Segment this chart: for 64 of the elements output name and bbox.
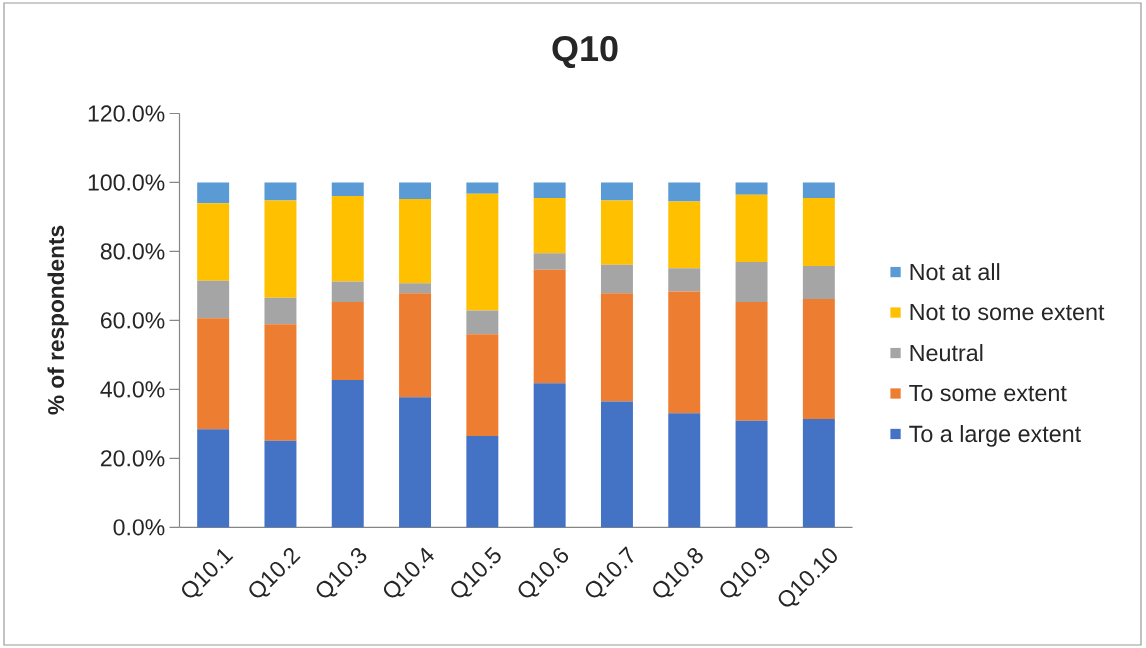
bar [600,264,633,294]
bar [264,324,297,441]
y-tick-label: 80.0% [100,243,165,260]
bar [802,265,835,300]
bar [331,380,364,528]
bar [197,280,230,319]
bar [399,283,432,294]
bar [264,200,297,298]
bar [600,200,633,265]
bar [399,199,432,284]
bar [399,397,432,528]
bar [197,203,230,281]
bar [264,297,297,325]
bar [735,194,768,263]
bar [668,268,701,292]
legend-label: Not to some extent [910,303,1105,321]
bar [399,182,432,200]
bar [264,182,297,201]
legend-label: To some extent [909,384,1067,402]
bar [668,201,701,269]
y-tick-label: 0.0% [113,519,165,536]
bar [197,429,230,528]
bar [331,281,364,303]
legend-label: Neutral [910,344,983,362]
y-tick-label: 40.0% [100,381,165,398]
bar [399,293,432,398]
bar [600,182,633,201]
bar [735,302,768,421]
bar [533,197,566,254]
bar [466,310,499,335]
bar [802,299,835,420]
bar [331,182,364,196]
bar [668,413,701,528]
legend-label: To a large extent [909,424,1081,447]
bar [331,302,364,381]
y-tick-label: 100.0% [88,174,165,191]
bar [735,182,768,195]
legend-label: Not at all [910,263,1000,281]
bar [668,291,701,414]
bar [466,435,499,528]
bar [533,269,566,384]
y-tick-label: 60.0% [101,312,165,329]
bar [533,182,566,198]
bar [197,318,230,430]
bar [802,419,835,528]
bar [466,182,499,194]
y-axis-title: % of respondents [47,225,69,415]
bar [466,193,499,311]
bar [802,182,835,198]
bar [668,182,701,202]
bar [466,334,499,436]
bar [802,197,835,266]
chart-title: Q10 [552,35,618,69]
bar [331,195,364,282]
bar [735,420,768,528]
bar [600,401,633,528]
bar [600,293,633,402]
bar [533,383,566,528]
y-tick-label: 120.0% [88,105,165,122]
y-tick-label: 20.0% [100,450,165,467]
bar [264,440,297,528]
bar [197,182,230,204]
bar [533,253,566,270]
bar [735,262,768,303]
